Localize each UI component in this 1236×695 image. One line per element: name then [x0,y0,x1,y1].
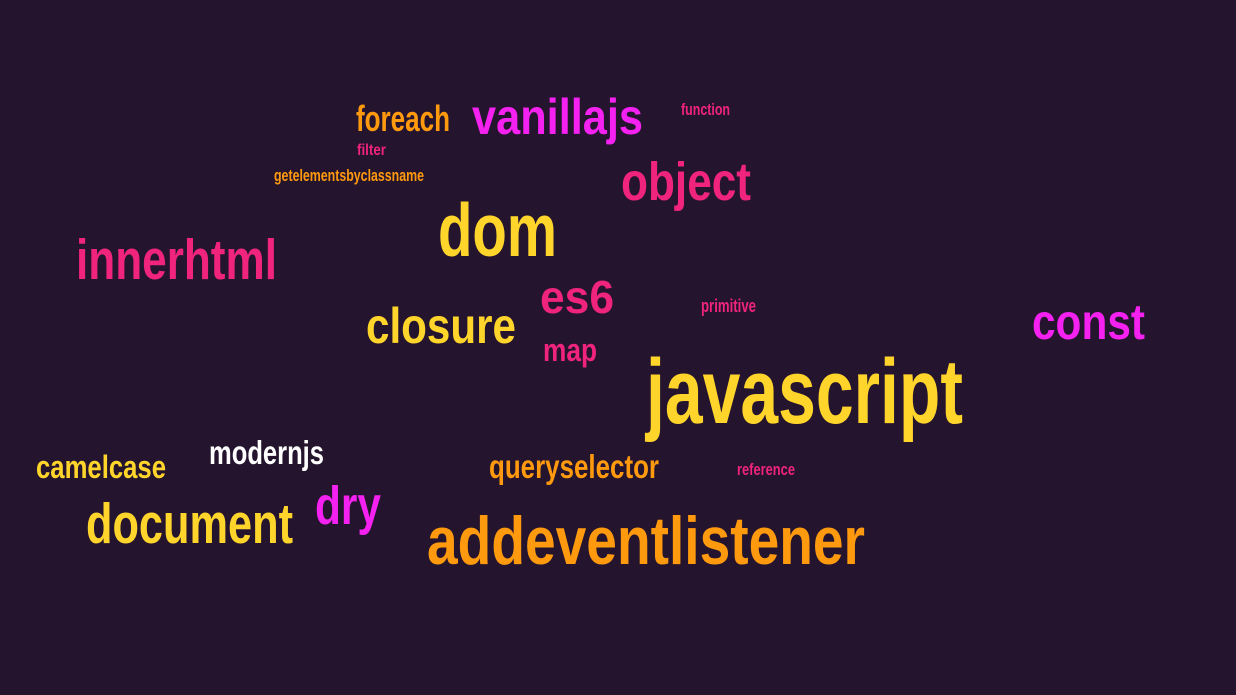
word-addeventlistener: addeventlistener [427,503,866,579]
word-javascript: javascript [646,341,963,443]
word-function: function [681,100,730,119]
word-vanillajs: vanillajs [472,89,643,145]
word-dry: dry [315,476,382,536]
word-closure: closure [366,298,517,354]
word-queryselector: queryselector [489,448,659,485]
word-primitive: primitive [701,296,756,316]
word-camelcase: camelcase [36,449,167,485]
word-modernjs: modernjs [209,434,325,471]
word-reference: reference [737,460,796,479]
word-object: object [621,152,751,212]
word-map: map [543,332,597,368]
word-const: const [1032,294,1145,350]
word-es6: es6 [540,271,615,323]
word-getelementsbyclassname: getelementsbyclassname [274,166,425,185]
word-document: document [86,492,294,556]
word-foreach: foreach [356,98,450,139]
word-innerhtml: innerhtml [76,228,277,292]
word-dom: dom [438,188,557,272]
word-filter: filter [357,142,386,159]
